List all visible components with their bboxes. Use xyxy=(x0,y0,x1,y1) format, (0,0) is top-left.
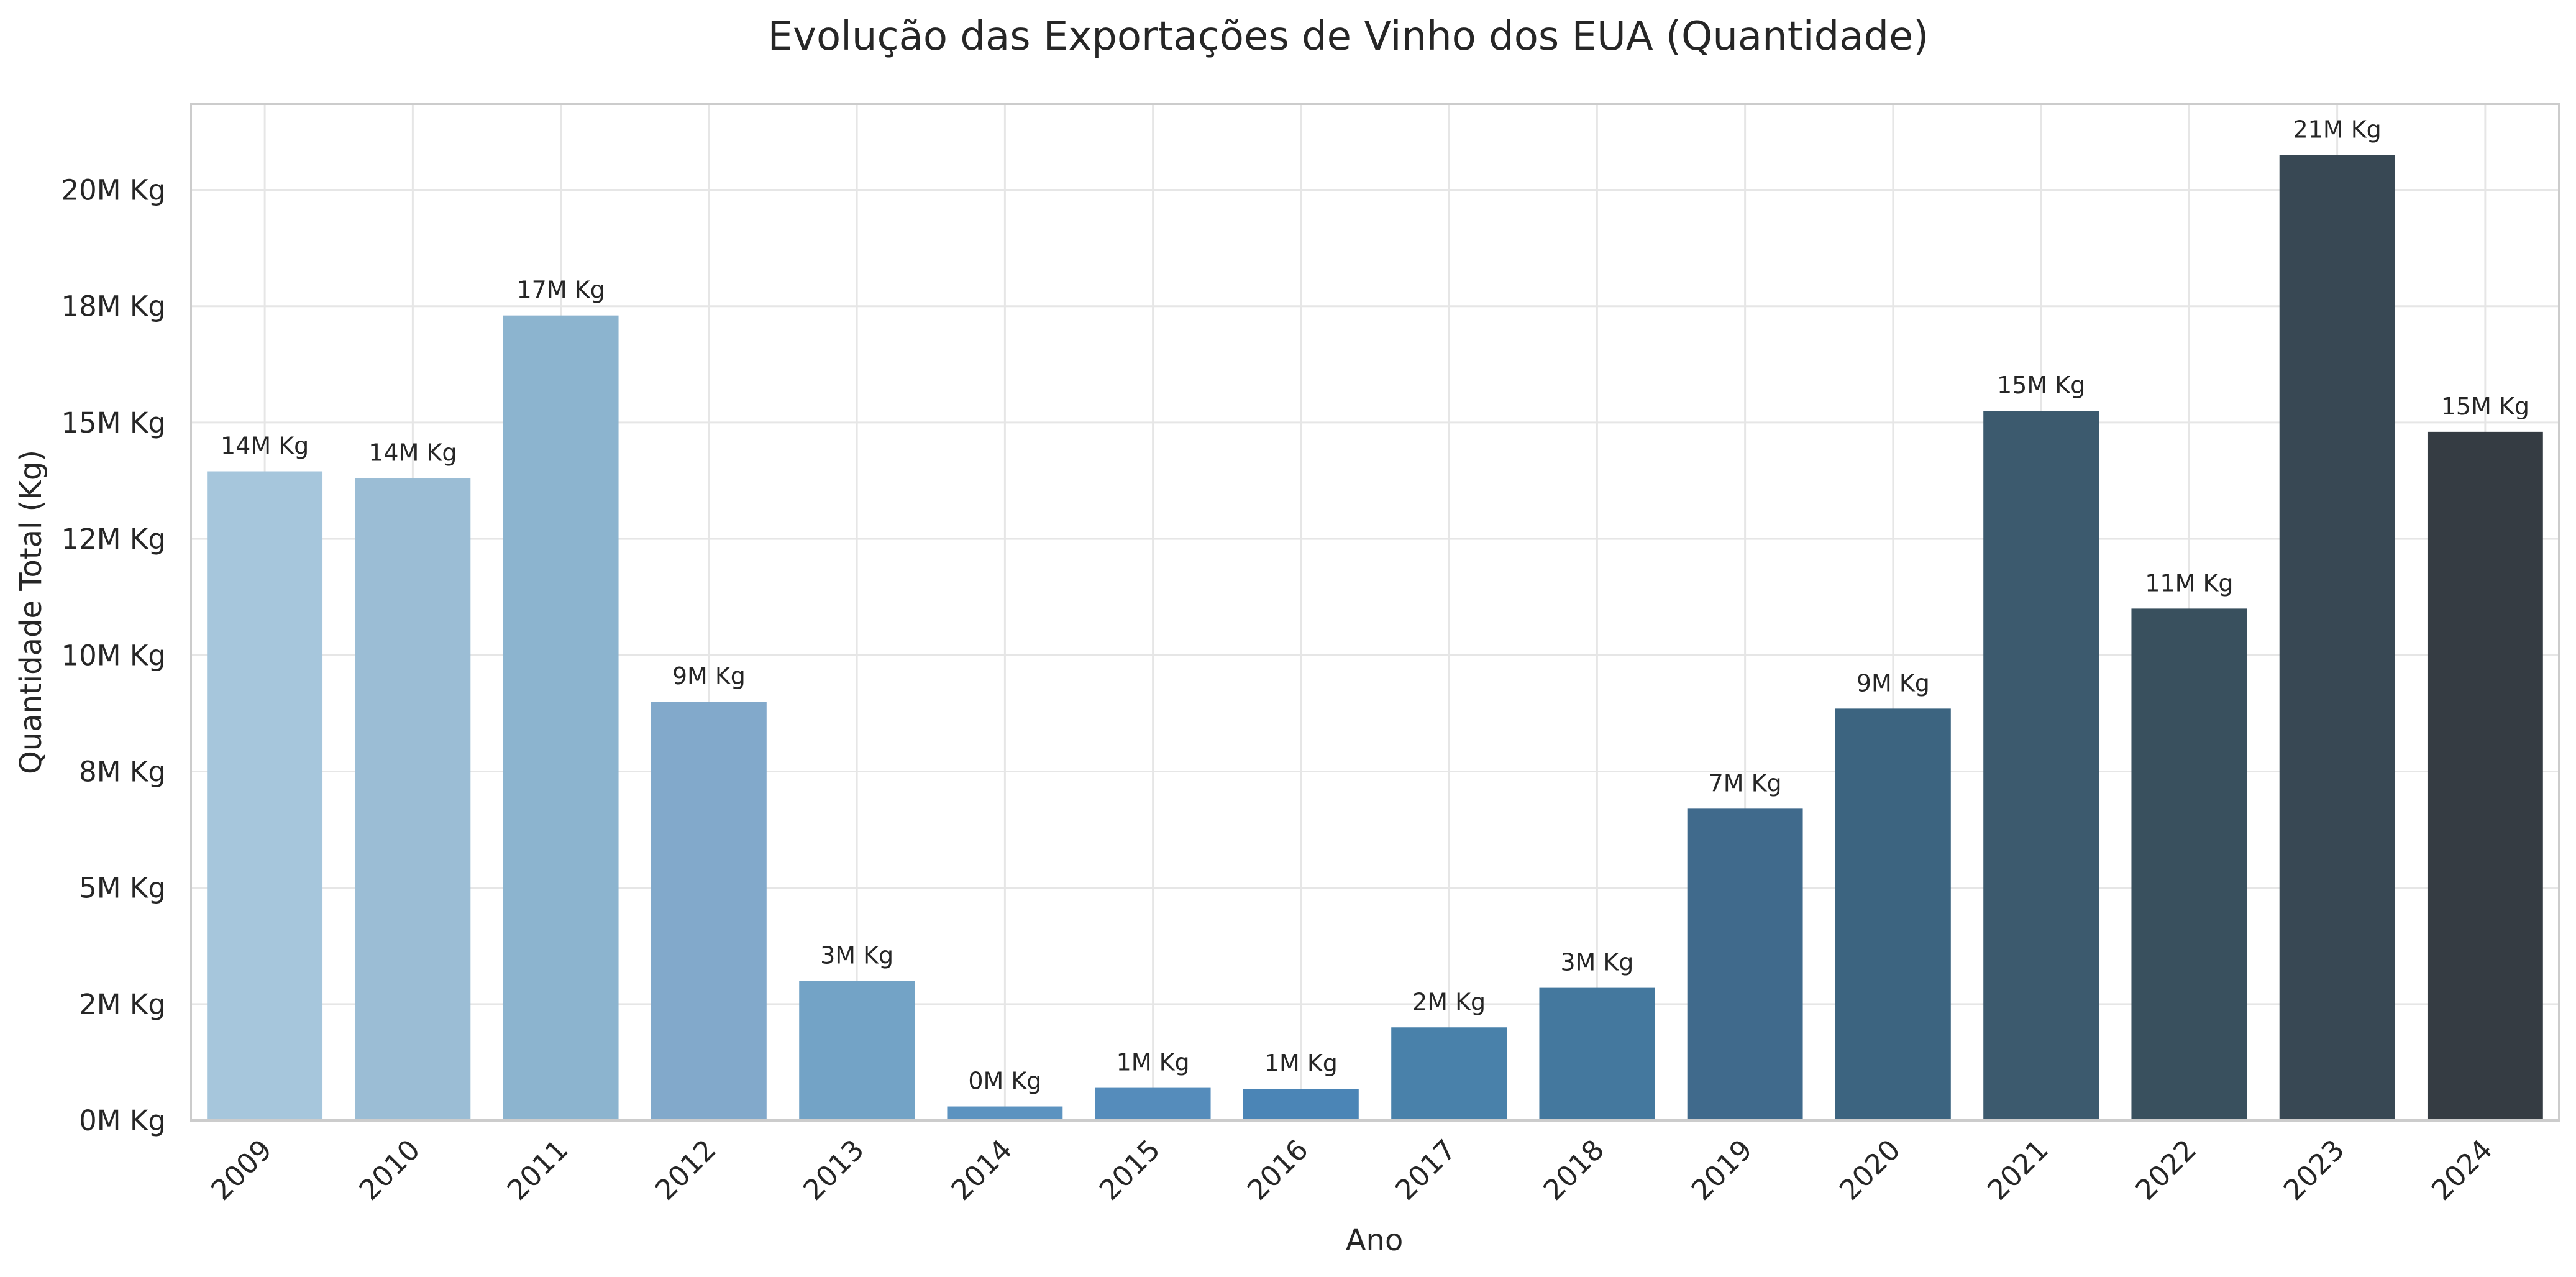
y-tick-label: 8M Kg xyxy=(79,755,166,788)
bar-2023 xyxy=(2279,155,2395,1120)
bar-2020 xyxy=(1835,708,1951,1120)
data-label-2021: 15M Kg xyxy=(1997,372,2085,399)
bar-2016 xyxy=(1243,1089,1359,1120)
data-label-2016: 1M Kg xyxy=(1264,1050,1338,1077)
bar-2009 xyxy=(207,471,323,1120)
data-label-2015: 1M Kg xyxy=(1117,1049,1190,1076)
data-label-2019: 7M Kg xyxy=(1709,769,1782,797)
bar-2017 xyxy=(1391,1027,1507,1120)
x-tick-label: 2020 xyxy=(1833,1133,1906,1206)
bar-2011 xyxy=(503,315,619,1120)
x-tick-label: 2011 xyxy=(501,1133,574,1206)
bar-2019 xyxy=(1687,808,1803,1120)
x-tick-label: 2012 xyxy=(649,1133,722,1206)
data-label-2022: 11M Kg xyxy=(2145,569,2233,597)
y-tick-label: 5M Kg xyxy=(79,872,166,905)
x-axis-label: Ano xyxy=(1346,1223,1404,1258)
x-tick-label: 2015 xyxy=(1093,1133,1166,1206)
bar-2018 xyxy=(1539,987,1655,1120)
data-labels: 14M Kg 14M Kg 17M Kg 9M Kg 3M Kg 0M Kg 1M Kg 1M… xyxy=(221,116,2529,1094)
data-label-2014: 0M Kg xyxy=(968,1068,1041,1095)
x-tick-label: 2023 xyxy=(2277,1133,2350,1206)
data-label-2020: 9M Kg xyxy=(1857,669,1930,697)
bar-2022 xyxy=(2131,608,2247,1120)
y-axis-ticks: 0M Kg 2M Kg 5M Kg 8M Kg 10M Kg 12M Kg 15M Kg 18… xyxy=(62,174,166,1137)
bar-2012 xyxy=(651,702,767,1120)
bar-2014 xyxy=(947,1106,1063,1120)
x-tick-label: 2017 xyxy=(1389,1133,1462,1206)
x-tick-label: 2016 xyxy=(1241,1133,1314,1206)
x-tick-label: 2021 xyxy=(1981,1133,2054,1206)
x-tick-label: 2022 xyxy=(2129,1133,2203,1206)
data-label-2009: 14M Kg xyxy=(221,433,309,460)
y-tick-label: 12M Kg xyxy=(62,523,166,556)
x-tick-label: 2014 xyxy=(945,1133,1018,1206)
x-tick-label: 2024 xyxy=(2425,1133,2498,1206)
data-label-2011: 17M Kg xyxy=(516,277,605,304)
y-tick-label: 0M Kg xyxy=(79,1104,166,1137)
chart-title: Evolução das Exportações de Vinho dos EU… xyxy=(768,14,1929,60)
plot-frame xyxy=(190,103,2560,1122)
data-label-2012: 9M Kg xyxy=(672,662,746,690)
bars xyxy=(207,155,2543,1120)
x-tick-label: 2019 xyxy=(1685,1133,1758,1206)
bar-2013 xyxy=(799,981,915,1120)
y-tick-label: 10M Kg xyxy=(62,639,166,672)
y-tick-label: 2M Kg xyxy=(79,988,166,1021)
x-tick-label: 2013 xyxy=(797,1133,870,1206)
data-label-2010: 14M Kg xyxy=(368,439,457,467)
data-label-2017: 2M Kg xyxy=(1412,988,1486,1015)
data-label-2024: 15M Kg xyxy=(2441,393,2529,420)
x-tick-label: 2009 xyxy=(204,1133,278,1206)
bar-2021 xyxy=(1983,411,2099,1120)
bar-2015 xyxy=(1095,1087,1211,1120)
data-label-2018: 3M Kg xyxy=(1560,949,1633,976)
y-axis-label: Quantidade Total (Kg) xyxy=(14,450,48,774)
data-label-2013: 3M Kg xyxy=(820,941,893,969)
y-tick-label: 20M Kg xyxy=(62,174,166,207)
y-tick-label: 18M Kg xyxy=(62,290,166,323)
data-label-2023: 21M Kg xyxy=(2293,116,2381,143)
x-tick-label: 2010 xyxy=(353,1133,426,1206)
x-tick-label: 2018 xyxy=(1537,1133,1610,1206)
x-axis-ticks: 2009 2010 2011 2012 2013 2014 2015 2016 2017 2018… xyxy=(204,1133,2498,1206)
bar-2024 xyxy=(2427,431,2543,1120)
bar-2010 xyxy=(355,478,471,1120)
y-tick-label: 15M Kg xyxy=(62,406,166,439)
